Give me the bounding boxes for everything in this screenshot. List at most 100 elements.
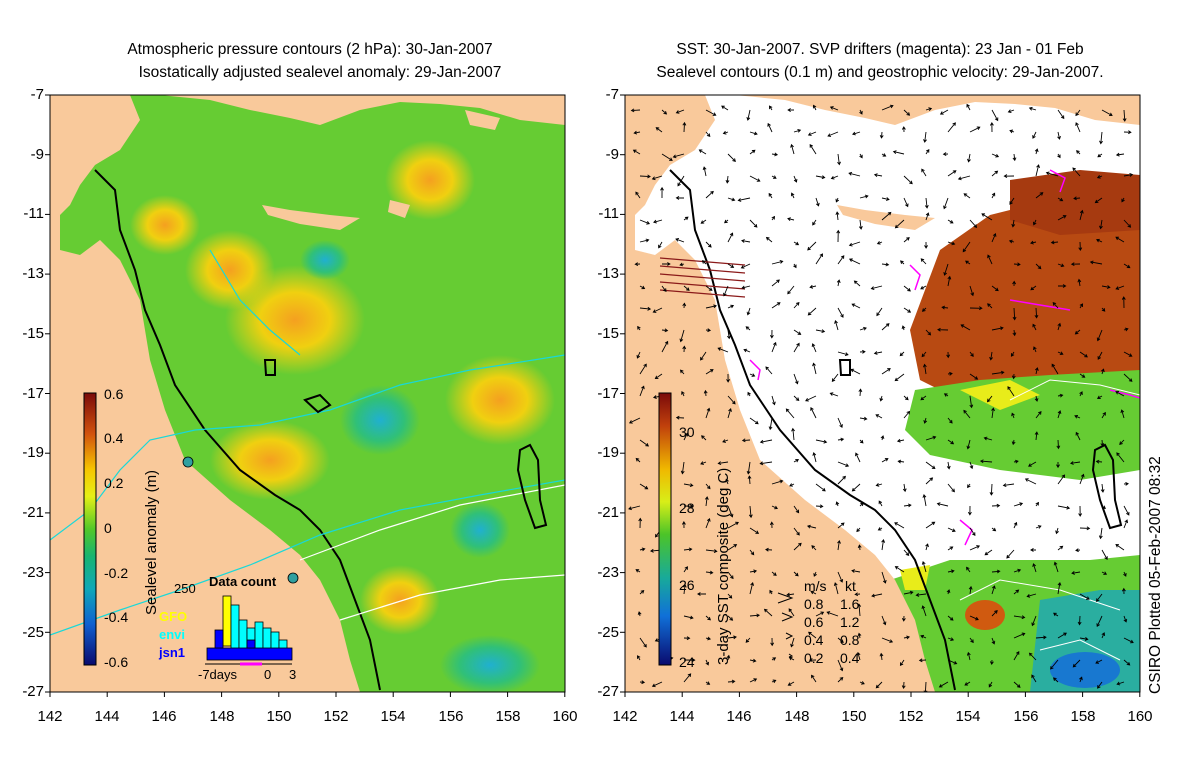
velocity-arrow (936, 502, 949, 507)
velocity-arrow (771, 302, 781, 309)
velocity-arrow (1031, 674, 1037, 683)
lat-tick-label: -11 (598, 205, 619, 222)
velocity-arrow (925, 543, 929, 551)
velocity-arrow (1115, 236, 1125, 243)
velocity-arrow (675, 195, 685, 200)
lat-tick-label: -27 (597, 683, 619, 700)
left-pressure-contour-1 (50, 354, 565, 541)
velocity-arrow (637, 611, 642, 617)
velocity-arrow (924, 241, 928, 249)
velocity-arrow (991, 407, 995, 419)
lat-tick-label: -7 (30, 86, 44, 103)
velocity-arrow (793, 527, 800, 536)
velocity-arrow (947, 417, 953, 424)
velocity-arrow (808, 631, 817, 639)
velocity-arrow (1116, 452, 1125, 463)
velocity-arrow (1101, 505, 1106, 510)
velocity-arrow (682, 345, 687, 353)
velocity-arrow (771, 395, 776, 406)
velocity-arrow (859, 326, 867, 331)
lon-tick-label: 152 (898, 708, 924, 725)
velocity-arrow (1057, 474, 1066, 485)
velocity-arrow (1079, 676, 1083, 683)
velocity-arrow (837, 417, 843, 429)
velocity-arrow (938, 681, 949, 688)
velocity-arrow (807, 307, 817, 316)
velocity-arrow (1010, 351, 1015, 357)
velocity-arrow (1121, 296, 1126, 309)
velocity-arrow (987, 254, 993, 265)
lat-tick-label: -23 (597, 564, 619, 581)
lon-tick-label: 158 (1070, 708, 1096, 725)
velocity-legend-arrows (777, 592, 794, 658)
velocity-arrow (967, 483, 971, 489)
velocity-arrow (727, 615, 734, 621)
velocity-arrow (805, 395, 817, 402)
velocity-arrow (1097, 351, 1103, 360)
velocity-arrow (683, 566, 688, 573)
velocity-arrow (1099, 131, 1103, 145)
velocity-arrow (1096, 395, 1103, 399)
velocity-arrow (922, 363, 927, 375)
velocity-arrows (628, 103, 1134, 692)
velocity-arrow (969, 219, 978, 228)
velocity-arrow (705, 659, 710, 666)
velocity-arrow (873, 351, 883, 355)
velocity-arrow (722, 439, 729, 443)
velocity-arrow (1057, 505, 1071, 510)
velocity-arrow (743, 348, 751, 353)
velocity-arrow (947, 371, 953, 376)
lat-tick-label: -7 (605, 86, 619, 103)
colorbar-tick-label: -0.4 (104, 609, 129, 625)
right-title-line2: Sealevel contours (0.1 m) and geostrophi… (656, 64, 1104, 81)
velocity-arrow (851, 483, 861, 492)
velocity-arrow (749, 527, 760, 534)
velocity-arrow (851, 569, 861, 573)
velocity-arrow (881, 368, 891, 375)
velocity-arrow (837, 437, 845, 442)
velocity-arrow (1011, 412, 1015, 419)
velocity-arrow (727, 197, 736, 202)
velocity-arrow (859, 153, 863, 159)
velocity-arrow (679, 262, 685, 267)
velocity-arrow (1034, 148, 1039, 155)
velocity-arrow (1069, 461, 1081, 465)
velocity-arrow (903, 197, 909, 208)
velocity-arrow (966, 651, 971, 661)
velocity-arrow (1035, 164, 1040, 177)
velocity-arrow (880, 435, 885, 441)
velocity-arrow (1122, 109, 1127, 122)
velocity-arrow (700, 351, 707, 361)
velocity-arrow (1011, 219, 1016, 228)
velocity-arrow (947, 275, 952, 287)
velocity-arrow (1096, 615, 1103, 628)
velocity-arrow (771, 679, 777, 684)
velocity-arrow (1013, 681, 1021, 688)
velocity-arrow (947, 569, 955, 574)
sat-label-jsn1: jsn1 (159, 645, 186, 660)
velocity-arrow (925, 148, 930, 155)
velocity-arrow (903, 109, 911, 116)
velocity-arrow (922, 494, 927, 507)
velocity-arrow (991, 585, 996, 595)
lat-tick-label: -13 (22, 265, 44, 282)
velocity-arrow (1013, 632, 1026, 639)
colorbar-tick-label: 24 (679, 654, 695, 670)
velocity-arrow (946, 589, 951, 595)
velocity-arrow (705, 636, 712, 641)
velocity-arrow (903, 635, 911, 640)
velocity-arrow (639, 439, 650, 447)
velocity-arrow (1057, 632, 1067, 639)
velocity-arrow (873, 173, 883, 178)
velocity-arrow (682, 121, 687, 133)
velocity-arrow (857, 544, 862, 551)
lat-tick-label: -25 (22, 624, 44, 641)
velocity-arrow (628, 417, 641, 424)
velocity-legend-ms: 0.8 (804, 596, 824, 612)
velocity-arrow (921, 307, 927, 312)
velocity-arrow (637, 655, 641, 661)
velocity-arrow (727, 544, 738, 551)
velocity-arrow (989, 483, 994, 496)
velocity-arrow (837, 539, 841, 551)
